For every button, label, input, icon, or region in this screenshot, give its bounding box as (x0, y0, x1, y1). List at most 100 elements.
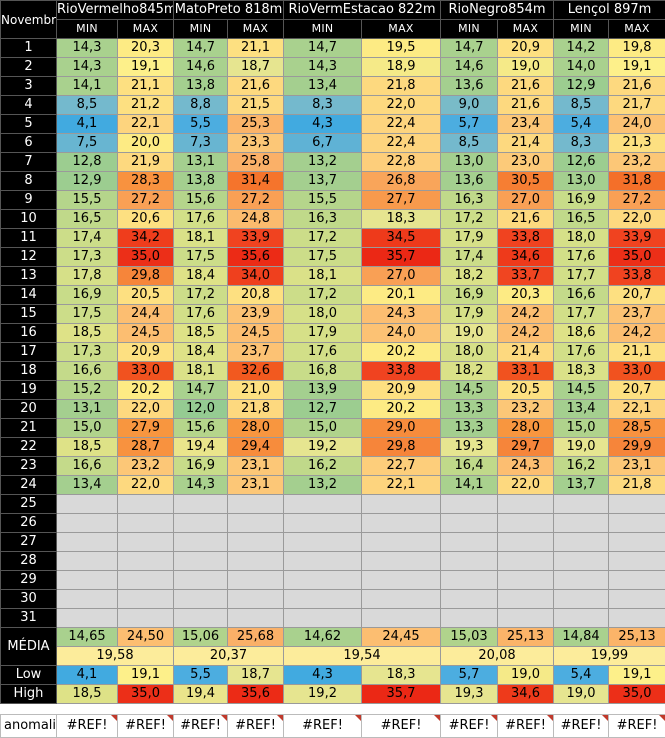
cell[interactable]: 12,0 (174, 400, 228, 419)
empty-cell[interactable] (228, 552, 284, 571)
cell[interactable]: 8,5 (57, 96, 118, 115)
cell[interactable]: 21,0 (228, 381, 284, 400)
cell[interactable]: 17,9 (441, 229, 498, 248)
cell[interactable]: 15,2 (57, 381, 118, 400)
cell[interactable]: 14,6 (441, 58, 498, 77)
cell[interactable]: 8,5 (554, 96, 609, 115)
empty-cell[interactable] (554, 590, 609, 609)
cell[interactable]: 23,9 (228, 305, 284, 324)
cell[interactable]: 5,4 (554, 666, 609, 685)
cell[interactable]: 15,0 (554, 419, 609, 438)
cell[interactable]: 13,6 (441, 172, 498, 191)
cell[interactable]: 21,2 (118, 96, 174, 115)
error-cell[interactable]: #REF! (498, 715, 554, 738)
cell[interactable]: 19,4 (174, 438, 228, 457)
max-header[interactable]: MAX (498, 20, 554, 39)
day-number[interactable]: 1 (1, 39, 57, 58)
cell[interactable]: 34,2 (118, 229, 174, 248)
cell[interactable]: 16,2 (554, 457, 609, 476)
cell[interactable]: 27,7 (362, 191, 441, 210)
cell[interactable]: 18,2 (441, 267, 498, 286)
cell[interactable]: 23,1 (228, 476, 284, 495)
cell[interactable]: 14,7 (441, 39, 498, 58)
cell[interactable]: 29,9 (609, 438, 665, 457)
cell[interactable]: 21,6 (609, 77, 665, 96)
cell[interactable]: 14,65 (57, 628, 118, 647)
cell[interactable]: 16,9 (174, 457, 228, 476)
cell[interactable]: 30,5 (498, 172, 554, 191)
cell[interactable]: 20,5 (118, 286, 174, 305)
cell[interactable]: 15,5 (57, 191, 118, 210)
cell[interactable]: 24,4 (118, 305, 174, 324)
empty-cell[interactable] (284, 552, 362, 571)
cell[interactable]: 21,9 (118, 153, 174, 172)
cell[interactable]: 21,5 (228, 96, 284, 115)
empty-cell[interactable] (174, 609, 228, 628)
station-mean[interactable]: 19,58 (57, 647, 174, 666)
empty-cell[interactable] (498, 552, 554, 571)
cell[interactable]: 18,5 (57, 685, 118, 704)
cell[interactable]: 17,2 (284, 286, 362, 305)
cell[interactable]: 23,7 (228, 343, 284, 362)
cell[interactable]: 16,5 (57, 210, 118, 229)
empty-cell[interactable] (228, 609, 284, 628)
cell[interactable]: 24,5 (228, 324, 284, 343)
station-header[interactable]: RioVermEstacao 822m (284, 1, 441, 20)
cell[interactable]: 13,3 (441, 419, 498, 438)
cell[interactable]: 14,2 (554, 39, 609, 58)
cell[interactable]: 22,0 (609, 210, 665, 229)
cell[interactable]: 6,7 (284, 134, 362, 153)
cell[interactable]: 29,8 (362, 438, 441, 457)
empty-cell[interactable] (441, 552, 498, 571)
cell[interactable]: 17,7 (554, 305, 609, 324)
cell[interactable]: 4,1 (57, 115, 118, 134)
cell[interactable]: 16,5 (554, 210, 609, 229)
empty-cell[interactable] (174, 552, 228, 571)
low-label[interactable]: Low (1, 666, 57, 685)
cell[interactable]: 24,2 (498, 305, 554, 324)
min-header[interactable]: MIN (174, 20, 228, 39)
error-cell[interactable]: #REF! (174, 715, 228, 738)
cell[interactable]: 33,8 (498, 229, 554, 248)
cell[interactable]: 5,5 (174, 115, 228, 134)
cell[interactable]: 19,2 (284, 685, 362, 704)
cell[interactable]: 19,3 (441, 685, 498, 704)
error-cell[interactable]: #REF! (441, 715, 498, 738)
cell[interactable]: 14,1 (441, 476, 498, 495)
cell[interactable]: 19,1 (118, 58, 174, 77)
cell[interactable]: 34,6 (498, 685, 554, 704)
cell[interactable]: 14,5 (554, 381, 609, 400)
day-number[interactable]: 6 (1, 134, 57, 153)
cell[interactable]: 8,5 (441, 134, 498, 153)
day-number[interactable]: 19 (1, 381, 57, 400)
cell[interactable]: 12,6 (554, 153, 609, 172)
cell[interactable]: 17,9 (441, 305, 498, 324)
cell[interactable]: 29,7 (498, 438, 554, 457)
empty-cell[interactable] (57, 514, 118, 533)
day-number[interactable]: 9 (1, 191, 57, 210)
day-number[interactable]: 28 (1, 552, 57, 571)
empty-cell[interactable] (284, 571, 362, 590)
cell[interactable]: 22,4 (362, 134, 441, 153)
day-number[interactable]: 25 (1, 495, 57, 514)
cell[interactable]: 35,7 (362, 685, 441, 704)
cell[interactable]: 16,9 (441, 286, 498, 305)
cell[interactable]: 16,3 (441, 191, 498, 210)
day-number[interactable]: 12 (1, 248, 57, 267)
station-header[interactable]: MatoPreto 818m (174, 1, 284, 20)
empty-cell[interactable] (362, 609, 441, 628)
empty-cell[interactable] (284, 495, 362, 514)
empty-cell[interactable] (228, 590, 284, 609)
cell[interactable]: 17,3 (57, 343, 118, 362)
cell[interactable]: 27,9 (118, 419, 174, 438)
empty-cell[interactable] (609, 571, 665, 590)
cell[interactable]: 16,8 (284, 362, 362, 381)
cell[interactable]: 13,1 (57, 400, 118, 419)
day-number[interactable]: 23 (1, 457, 57, 476)
cell[interactable]: 14,7 (174, 381, 228, 400)
cell[interactable]: 18,9 (362, 58, 441, 77)
cell[interactable]: 27,0 (362, 267, 441, 286)
cell[interactable]: 13,4 (57, 476, 118, 495)
day-number[interactable]: 24 (1, 476, 57, 495)
high-label[interactable]: High (1, 685, 57, 704)
